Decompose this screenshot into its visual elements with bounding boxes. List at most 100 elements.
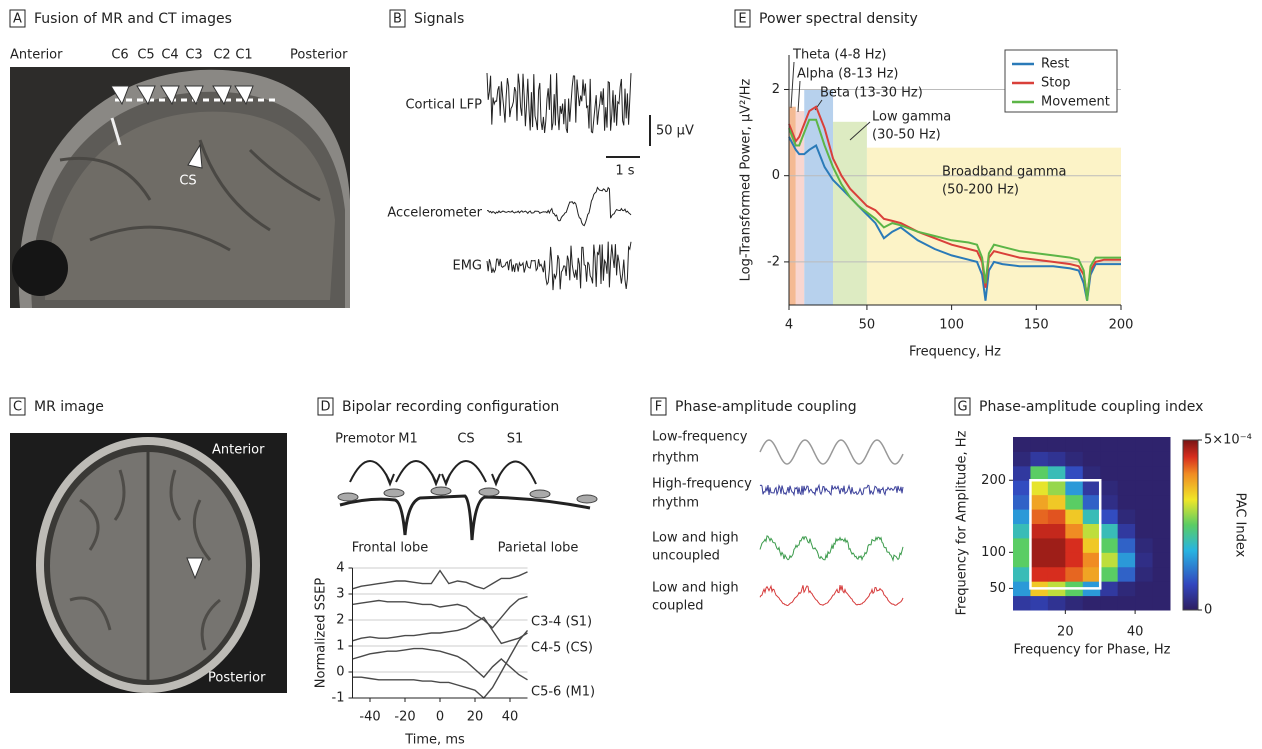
y-axis-label: Log-Transformed Power, μV²/Hz (739, 78, 754, 281)
heatmap-cell (1152, 595, 1171, 611)
contact-label: C1 (235, 48, 252, 63)
heatmap-cell (1065, 552, 1084, 568)
heatmap-cell (1100, 509, 1119, 524)
heatmap-cell (1030, 465, 1049, 481)
heatmap-cell (1013, 552, 1031, 568)
x-tick-label: 20 (1057, 625, 1074, 640)
y-tick-label: 50 (989, 581, 1006, 596)
heatmap-cell (1065, 494, 1084, 510)
band-label: (30-50 Hz) (872, 128, 941, 143)
y-tick-label: -1 (332, 691, 345, 706)
heatmap-cell (1047, 537, 1066, 553)
x-tick-label: -20 (394, 710, 415, 725)
ssep-trace (352, 616, 528, 645)
colorbar (1182, 439, 1199, 611)
ssep-trace (352, 595, 528, 629)
coupling-row-label: rhythm (652, 496, 699, 511)
trace-label: C4-5 (CS) (531, 641, 593, 656)
region-label: S1 (507, 432, 524, 447)
heatmap-cell (1047, 552, 1066, 568)
heatmap-cell (1047, 509, 1066, 524)
heatmap-cell (1030, 480, 1049, 496)
panel-letter-box (317, 397, 334, 416)
lobe-label: Frontal lobe (352, 541, 428, 556)
time-scale-label: 1 s (615, 164, 634, 179)
heatmap-cell (1152, 480, 1171, 496)
heatmap-cell (1135, 581, 1154, 597)
heatmap-cell (1135, 595, 1154, 611)
heatmap-cell (1152, 552, 1171, 568)
heatmap-cell (1152, 509, 1171, 524)
psd-line (788, 105, 1121, 297)
x-axis-label: Frequency for Phase, Hz (1014, 643, 1171, 658)
heatmap-cell (1082, 566, 1101, 582)
panel-letter-box (389, 9, 406, 28)
contact-arrowhead (184, 85, 204, 106)
heatmap-cell (1030, 451, 1049, 467)
colorbar-tick-label: 5×10⁻⁴ (1204, 433, 1252, 448)
heatmap-cell (1152, 465, 1171, 481)
heatmap-cell (1117, 451, 1136, 467)
heatmap-cell (1135, 451, 1154, 467)
y-tick-label: -2 (767, 254, 780, 269)
heatmap-cell (1013, 451, 1031, 467)
heatmap-cell (1013, 480, 1031, 496)
heatmap-cell (1013, 537, 1031, 553)
y-tick-label: 2 (336, 613, 344, 628)
heatmap-cell (1117, 537, 1136, 553)
heatmap-cell (1082, 537, 1101, 553)
heatmap-cell (1100, 480, 1119, 496)
uncoupled-wave (759, 535, 904, 563)
heatmap-cell (1030, 552, 1049, 568)
heatmap-cell (1047, 451, 1066, 467)
heatmap-cell (1030, 537, 1049, 553)
heatmap-cell (1065, 509, 1084, 524)
heatmap-cell (1047, 595, 1066, 611)
heatmap-cell (1135, 509, 1154, 524)
heatmap-cell (1082, 437, 1101, 452)
panel-letter: A (13, 12, 22, 27)
ssep-trace (352, 647, 528, 681)
frequency-band (795, 111, 805, 305)
panel-letter: D (320, 400, 330, 415)
x-tick-label: 4 (785, 318, 793, 333)
y-tick-label: 3 (336, 587, 344, 602)
heatmap-cell (1117, 595, 1136, 611)
heatmap-cell (1135, 480, 1154, 496)
y-tick-label: 100 (981, 545, 1006, 560)
region-label: M1 (398, 432, 418, 447)
band-leader (790, 61, 795, 109)
heatmap-cell (1065, 465, 1084, 481)
heatmap-cell (1082, 552, 1101, 568)
psd-line (788, 136, 1121, 301)
heatmap-cell (1065, 480, 1084, 496)
contact-arrowhead (234, 85, 254, 106)
heatmap-cell (1013, 494, 1031, 510)
heatmap-cell (1100, 451, 1119, 467)
heatmap-cell (1135, 437, 1154, 452)
heatmap-cell (1135, 523, 1154, 539)
band-label: Low gamma (872, 110, 951, 125)
heatmap-cell (1047, 437, 1066, 452)
heatmap-cell (1100, 537, 1119, 553)
accelerometer-trace (487, 186, 632, 227)
contact-arrowhead (110, 85, 130, 106)
contact-label: C3 (185, 48, 202, 63)
trace-label: C5-6 (M1) (531, 685, 595, 700)
heatmap-cell (1152, 451, 1171, 467)
heatmap-cell (1117, 494, 1136, 510)
heatmap-cell (1117, 552, 1136, 568)
heatmap-cell (1135, 465, 1154, 481)
contact-arrowhead (160, 85, 180, 106)
low-frequency-wave (759, 439, 904, 465)
contact-label: C4 (161, 48, 178, 63)
frequency-band (833, 121, 867, 305)
x-tick-label: 100 (939, 318, 964, 333)
heatmap-cell (1013, 509, 1031, 524)
heatmap-cell (1030, 509, 1049, 524)
panel-letter-box (734, 9, 751, 28)
lfp-trace (486, 72, 632, 134)
mr-ct-image (10, 67, 350, 309)
trace-label: C3-4 (S1) (531, 615, 592, 630)
